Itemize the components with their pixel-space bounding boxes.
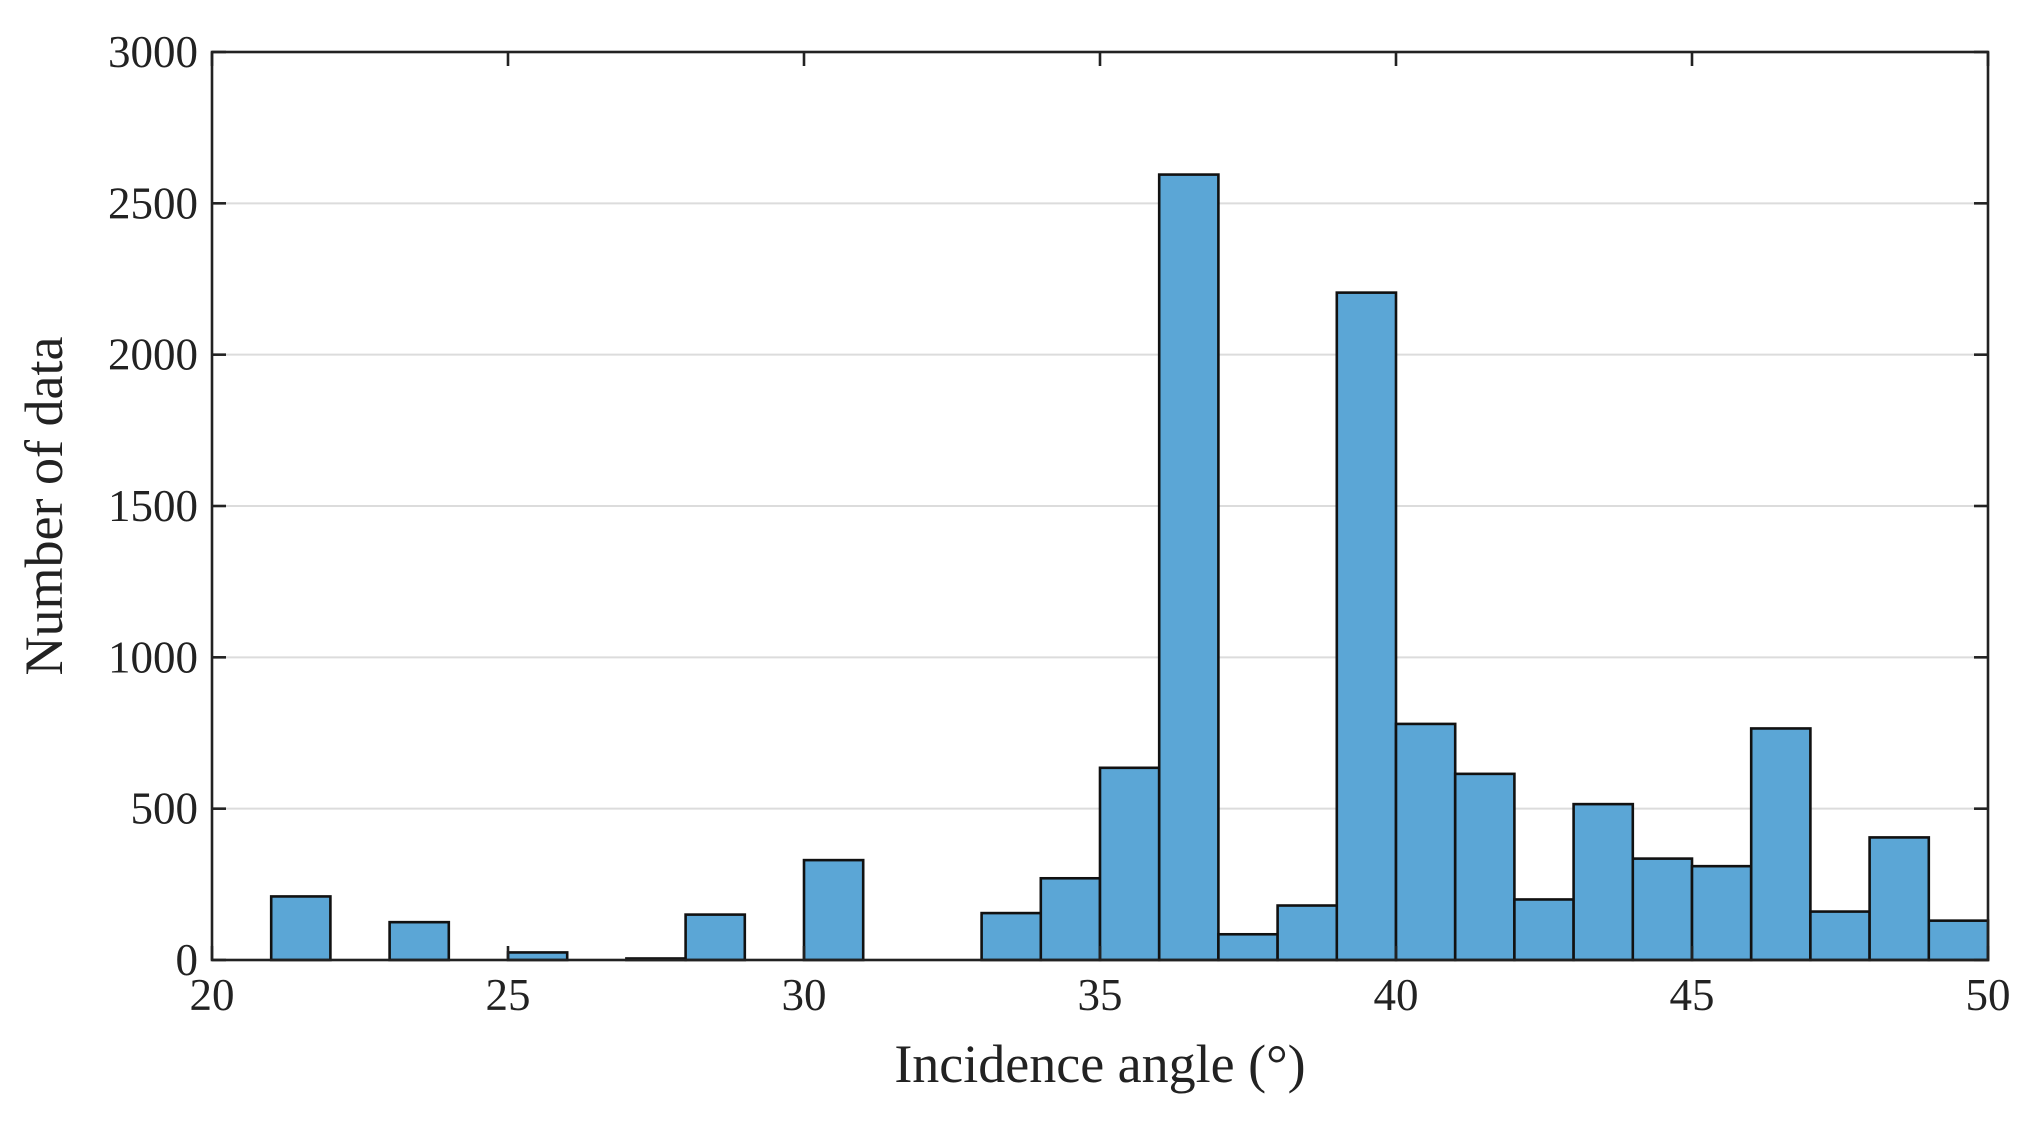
x-tick-label-40: 40 bbox=[1374, 970, 1419, 1020]
y-tick-label-1500: 1500 bbox=[108, 481, 198, 531]
y-tick-label-3000: 3000 bbox=[108, 27, 198, 77]
bar-39 bbox=[1335, 291, 1398, 962]
x-axis-title: Incidence angle (°) bbox=[894, 1034, 1305, 1094]
x-tick-label-30: 30 bbox=[782, 970, 827, 1020]
bar-30 bbox=[802, 858, 865, 962]
bar-44 bbox=[1631, 857, 1694, 962]
bar-36 bbox=[1157, 173, 1220, 962]
bar-34 bbox=[1039, 876, 1102, 962]
bar-48 bbox=[1868, 836, 1931, 962]
bar-23 bbox=[388, 920, 451, 962]
bar-40 bbox=[1394, 722, 1457, 962]
bar-45 bbox=[1690, 864, 1753, 962]
x-tick-label-20: 20 bbox=[190, 970, 235, 1020]
bar-21 bbox=[269, 895, 332, 962]
x-tick-label-35: 35 bbox=[1078, 970, 1123, 1020]
bar-38 bbox=[1276, 904, 1339, 962]
bar-37 bbox=[1217, 932, 1279, 962]
y-tick-label-500: 500 bbox=[131, 784, 199, 834]
y-tick-label-1000: 1000 bbox=[108, 632, 198, 682]
y-tick-labels: 0 500 1000 1500 2000 2500 3000 bbox=[108, 27, 198, 985]
bars bbox=[269, 173, 1990, 962]
bar-42 bbox=[1513, 898, 1575, 962]
grid-lines bbox=[212, 202, 1988, 810]
x-tick-label-45: 45 bbox=[1670, 970, 1715, 1020]
bar-33 bbox=[980, 911, 1043, 962]
bar-46 bbox=[1749, 727, 1812, 962]
x-tick-label-25: 25 bbox=[486, 970, 531, 1020]
y-tick-label-0: 0 bbox=[176, 935, 199, 985]
y-tick-label-2500: 2500 bbox=[108, 178, 198, 228]
bar-47 bbox=[1809, 910, 1871, 962]
bar-35 bbox=[1098, 766, 1161, 962]
bar-41 bbox=[1453, 772, 1516, 962]
x-tick-labels: 20 25 30 35 40 45 50 bbox=[190, 970, 2011, 1020]
bar-49 bbox=[1927, 919, 1990, 962]
y-axis-title: Number of data bbox=[14, 337, 74, 676]
axis-ticks bbox=[210, 50, 1990, 962]
x-tick-label-50: 50 bbox=[1966, 970, 2011, 1020]
y-tick-label-2000: 2000 bbox=[108, 330, 198, 380]
bar-43 bbox=[1572, 802, 1635, 962]
bar-28 bbox=[684, 913, 747, 962]
